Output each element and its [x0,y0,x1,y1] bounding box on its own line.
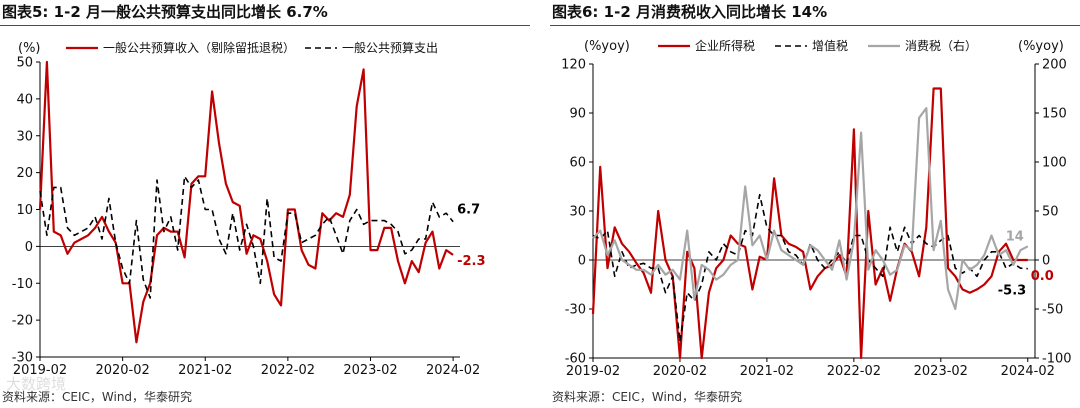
series-line-1 [39,175,454,299]
series-line-1 [592,193,1028,343]
y-tick-label: -30 [12,351,33,366]
x-tick-label: 2019-02 [566,364,620,379]
y-tick-label: 20 [16,166,33,181]
y-unit-label-left: (%yoy) [584,39,630,54]
x-tick-label: 2019-02 [13,363,67,378]
x-tick-label: 2022-02 [827,364,881,379]
y-tick-label-right: 150 [1042,107,1067,122]
x-tick-label: 2022-02 [261,363,315,378]
source-note: 资料来源：CEIC，Wind，华泰研究 [2,390,193,404]
x-tick-label: 2020-02 [95,363,149,378]
end-value-label-0: -2.3 [457,254,485,269]
y-tick-label: 0 [578,254,586,269]
end-value-label-2: 14 [1006,229,1024,244]
source-note: 资料来源：CEIC，Wind，华泰研究 [552,390,743,404]
y-tick-label: -60 [565,352,586,367]
y-tick-label: 120 [561,58,586,73]
x-tick-label: 2024-02 [426,363,480,378]
y-tick-label-right: 50 [1042,205,1059,220]
y-tick-label: 30 [569,205,586,220]
x-tick-label: 2021-02 [178,363,232,378]
series-line-2 [592,106,1029,311]
y-tick-label-right: -100 [1042,352,1072,367]
end-value-label-0: 0.0 [1031,269,1054,284]
legend-label-0: 一般公共预算收入（剔除留抵退税） [103,40,295,55]
title-divider [0,25,530,26]
x-tick-label: 2023-02 [343,363,397,378]
y-unit-label-right: (%yoy) [1018,39,1064,54]
title-divider [550,25,1080,26]
chart-panel-6: 图表6: 1-2 月消费税收入同比增长 14% -60 -30 0 30 60 90 120… [550,0,1080,408]
y-tick-label-right: 0 [1042,254,1050,269]
y-tick-label-right: 200 [1042,58,1067,73]
x-tick-label: 2024-02 [1001,364,1055,379]
x-tick-label: 2021-02 [740,364,794,379]
y-tick-label-right: -50 [1042,303,1063,318]
x-tick-label: 2020-02 [653,364,707,379]
y-tick-label: -20 [12,314,33,329]
y-tick-label: 50 [16,56,33,71]
watermark-logo: 大数跨境 [6,375,67,393]
chart-title: 图表6: 1-2 月消费税收入同比增长 14% [552,3,828,21]
chart-panel-5: 图表5: 1-2 月一般公共预算支出同比增长 6.7% -30 -20 -10 0 10… [0,0,530,408]
end-value-label-1: 6.7 [457,203,480,218]
legend-label-1: 一般公共预算支出 [342,40,438,55]
y-tick-label: 90 [569,107,586,122]
series-line-0 [591,87,1028,360]
y-tick-label: 10 [16,203,33,218]
legend-label-2: 消费税（右） [905,38,977,53]
y-tick-label: -30 [565,303,586,318]
y-tick-label: 0 [25,240,33,255]
legend-label-0: 企业所得税 [695,38,755,53]
legend-label-1: 增值税 [812,38,848,53]
y-unit-label: (%) [18,41,41,56]
end-value-label-1: -5.3 [998,284,1026,299]
x-tick-label: 2023-02 [914,364,968,379]
chart-svg: -60 -30 0 30 60 90 120 -100 -50 0 50 100 150 200 2019-… [561,38,1072,379]
series-line-0 [38,60,454,344]
chart-title: 图表5: 1-2 月一般公共预算支出同比增长 6.7% [2,3,328,21]
chart-svg: -30 -20 -10 0 10 20 30 40 50 2019-02 2020-02 2021-0… [12,40,486,378]
y-tick-label: 60 [569,156,586,171]
y-tick-label: 30 [16,129,33,144]
y-tick-label: -10 [12,277,33,292]
y-tick-label: 40 [16,92,33,107]
y-tick-label-right: 100 [1042,156,1067,171]
